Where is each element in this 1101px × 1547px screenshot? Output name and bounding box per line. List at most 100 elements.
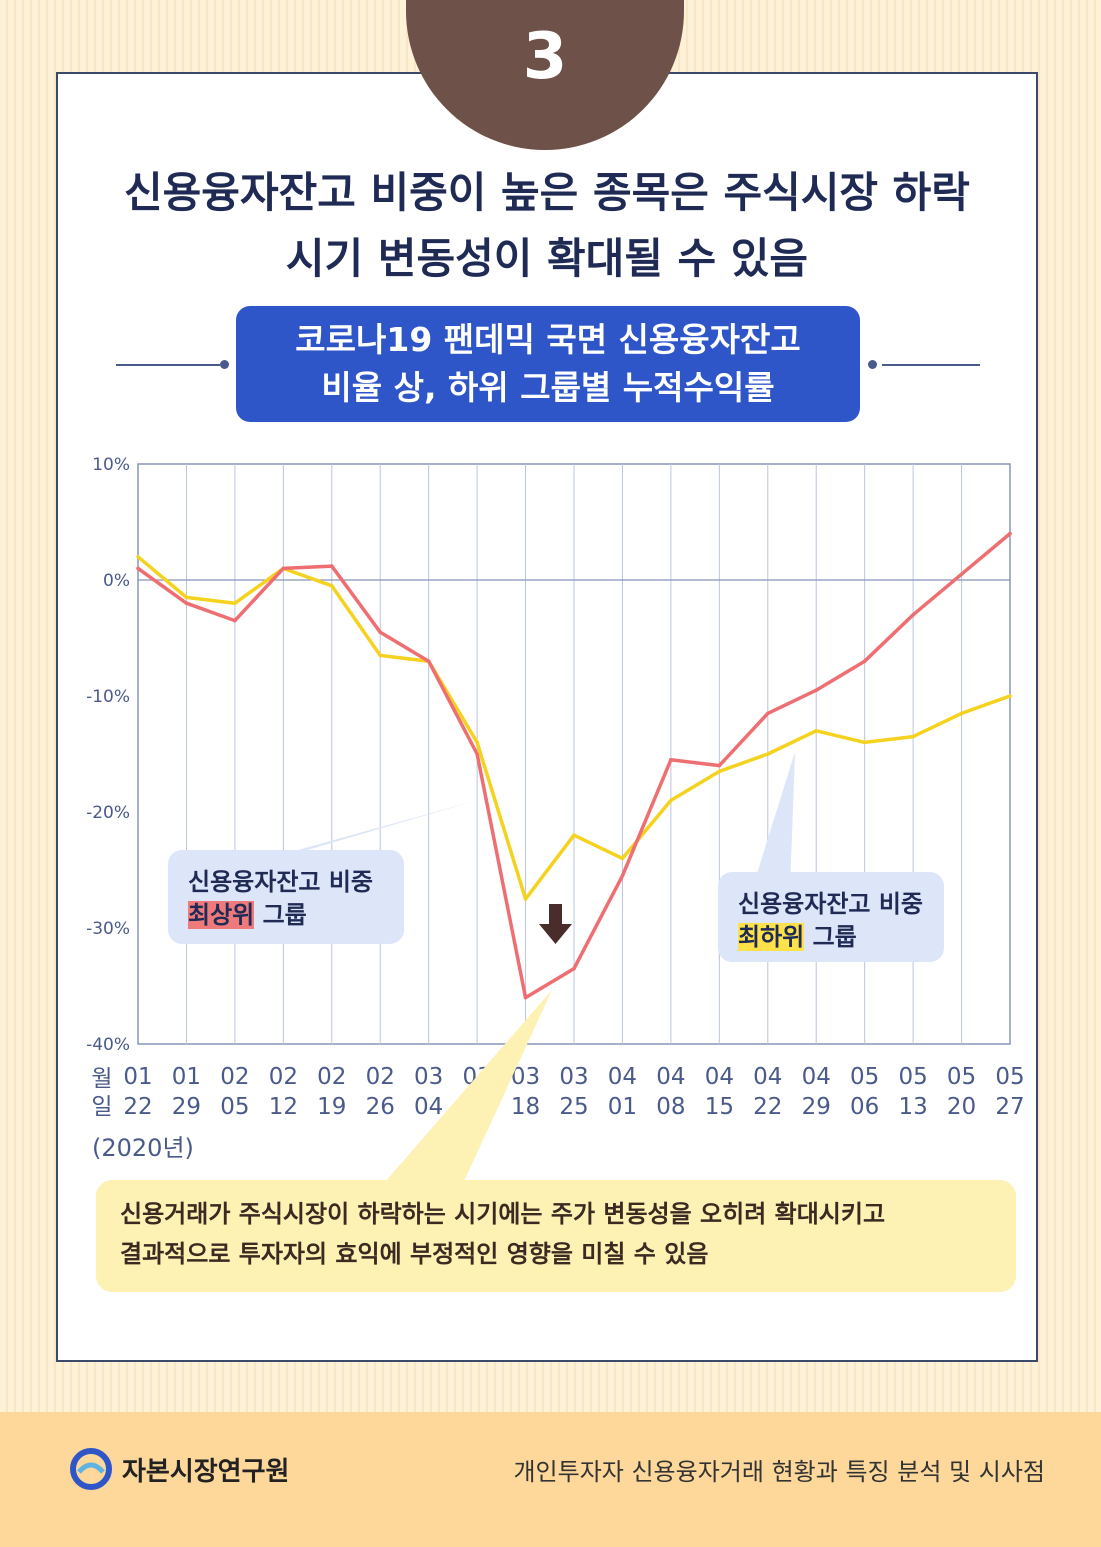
y-axis-ticks: 10% 0% -10% -20% -30% -40% <box>86 455 130 1055</box>
y-tick-label: -30% <box>86 919 130 939</box>
x-tick-day: 22 <box>123 1094 152 1120</box>
data-point <box>233 601 237 605</box>
data-point <box>911 734 915 739</box>
title-line-2: 시기 변동성이 확대될 수 있음 <box>285 234 809 283</box>
x-tick-month: 02 <box>220 1064 249 1090</box>
x-tick-month: 01 <box>123 1064 152 1090</box>
x-tick-day: 06 <box>850 1094 879 1120</box>
top-callout-line-1: 신용융자잔고 비중 <box>188 868 373 896</box>
down-arrow-icon <box>539 904 572 944</box>
x-tick-month: 02 <box>317 1064 346 1090</box>
subtitle-line-1: 코로나19 팬데믹 국면 신용융자잔고 <box>295 320 801 359</box>
data-point <box>184 601 189 605</box>
data-point <box>717 763 722 768</box>
x-tick-month: 03 <box>414 1064 443 1090</box>
data-point <box>959 711 964 716</box>
org-logo: 자본시장연구원 <box>70 1448 289 1490</box>
x-tick-day: 27 <box>995 1094 1024 1120</box>
data-point <box>523 897 528 901</box>
data-point <box>184 595 189 600</box>
content-card <box>56 72 1038 1362</box>
x-tick-month: 02 <box>366 1064 395 1090</box>
x-day-axis-label: 일 <box>91 1094 112 1120</box>
data-point <box>814 688 819 692</box>
x-tick-day: 15 <box>705 1094 734 1120</box>
org-name: 자본시장연구원 <box>122 1456 290 1487</box>
x-tick-day: 25 <box>559 1094 588 1120</box>
data-point <box>233 618 237 623</box>
bottom-callout-line-1: 신용융자잔고 비중 <box>738 890 923 918</box>
x-tick-month: 04 <box>705 1064 734 1090</box>
x-tick-day: 12 <box>269 1094 298 1120</box>
cumulative-return-chart: 10% 0% -10% -20% -30% -40% 01 22 01 29 02 05 02 12 02… <box>86 455 1025 1190</box>
bottom-callout-rest: 그룹 <box>804 923 857 951</box>
x-tick-month: 03 <box>559 1064 588 1090</box>
data-point <box>1008 694 1012 698</box>
data-point <box>669 758 673 762</box>
subtitle-line-2: 비율 상, 하위 그룹별 누적수익률 <box>321 368 775 407</box>
x-tick-month: 04 <box>753 1064 782 1090</box>
chart-lines <box>136 531 1012 1000</box>
data-point <box>136 555 140 559</box>
page-title: 신용융자잔고 비중이 높은 종목은 주식시장 하락 시기 변동성이 확대될 수 … <box>56 160 1038 292</box>
org-logo-icon <box>70 1448 112 1490</box>
top-group-callout: 신용융자잔고 비중 최상위 그룹 <box>168 850 404 944</box>
data-point <box>475 740 479 745</box>
subtitle-right-rule <box>882 364 980 366</box>
y-tick-label: 0% <box>103 571 130 591</box>
y-tick-label: -40% <box>86 1035 130 1055</box>
bottom-callout-line-2: 최하위 그룹 <box>738 921 924 954</box>
conclusion-note: 신용거래가 주식시장이 하락하는 시기에는 주가 변동성을 오히려 확대시키고 … <box>96 1180 1016 1292</box>
data-point <box>862 659 867 663</box>
note-line-1: 신용거래가 주식시장이 하락하는 시기에는 주가 변동성을 오히려 확대시키고 <box>120 1200 886 1228</box>
x-tick-month: 04 <box>802 1064 831 1090</box>
data-point <box>378 653 383 658</box>
x-tick-month: 04 <box>656 1064 685 1090</box>
x-tick-month: 05 <box>898 1064 927 1090</box>
x-tick-day: 22 <box>753 1094 782 1120</box>
data-point <box>572 966 576 971</box>
y-tick-label: -10% <box>86 687 130 707</box>
note-line-2: 결과적으로 투자자의 효익에 부정적인 영향을 미칠 수 있음 <box>120 1240 709 1268</box>
y-tick-label: 10% <box>92 455 130 475</box>
x-tick-day: 29 <box>802 1094 831 1120</box>
data-point <box>523 995 528 1000</box>
subtitle-left-dot <box>220 360 229 369</box>
data-point <box>959 572 964 576</box>
x-tick-day: 20 <box>947 1094 976 1120</box>
data-point <box>572 833 576 837</box>
x-tick-month: 05 <box>947 1064 976 1090</box>
data-point <box>862 740 867 745</box>
data-point <box>1008 531 1012 536</box>
x-tick-month: 05 <box>995 1064 1024 1090</box>
x-tick-month: 02 <box>269 1064 298 1090</box>
x-tick-month: 01 <box>172 1064 201 1090</box>
subtitle-right-dot <box>868 360 877 369</box>
data-point <box>814 729 819 733</box>
data-point <box>765 752 770 756</box>
data-point <box>717 769 722 774</box>
data-point <box>329 564 334 568</box>
y-tick-label: -20% <box>86 803 130 823</box>
data-point <box>620 856 625 861</box>
top-callout-line-2: 최상위 그룹 <box>188 899 384 932</box>
year-label: (2020년) <box>92 1134 194 1162</box>
x-tick-day: 19 <box>317 1094 346 1120</box>
data-point <box>329 584 334 588</box>
data-point <box>426 659 431 663</box>
report-title: 개인투자자 신용융자거래 현황과 특징 분석 및 시사점 <box>513 1458 1045 1486</box>
data-point <box>911 613 915 617</box>
x-axis-ticks: 0122012902050212021902260304031103180325… <box>123 1064 1024 1120</box>
data-point <box>620 874 625 878</box>
data-point <box>378 630 383 634</box>
chart-subtitle: 코로나19 팬데믹 국면 신용융자잔고 비율 상, 하위 그룹별 누적수익률 <box>236 306 860 422</box>
data-point <box>669 798 673 803</box>
note-pointer <box>378 990 552 1190</box>
data-point <box>136 566 140 571</box>
x-tick-day: 01 <box>608 1094 637 1120</box>
top-callout-rest: 그룹 <box>254 901 307 929</box>
subtitle-left-rule <box>116 364 220 366</box>
x-tick-month: 04 <box>608 1064 637 1090</box>
title-line-1: 신용융자잔고 비중이 높은 종목은 주식시장 하락 <box>124 168 970 217</box>
data-point <box>475 752 479 756</box>
